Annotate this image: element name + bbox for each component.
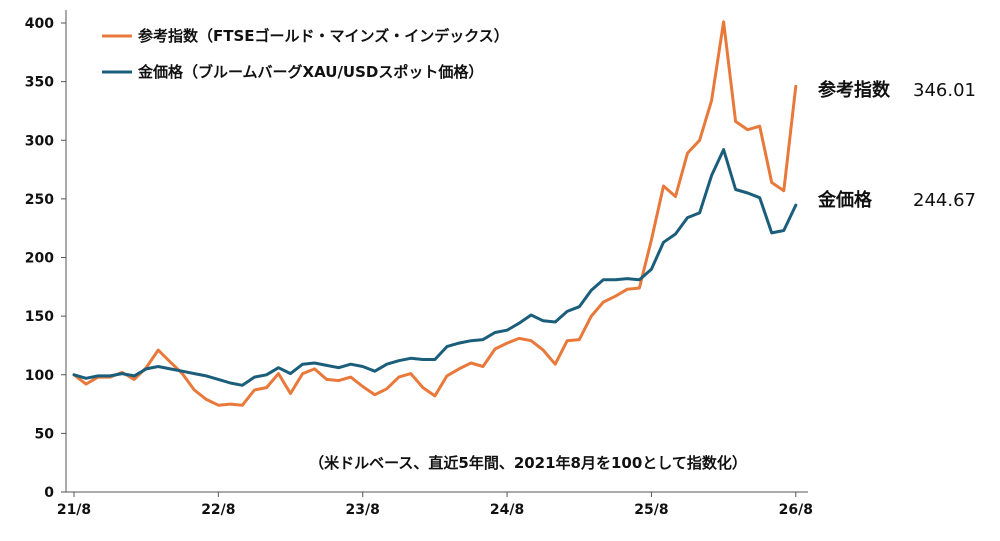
end-labels: 参考指数 346.01 金価格 244.67 <box>817 79 976 211</box>
x-tick-label: 22/8 <box>201 502 235 518</box>
y-tick-label: 400 <box>25 16 54 32</box>
x-tick-label: 24/8 <box>490 502 524 518</box>
y-tick-label: 100 <box>25 368 54 384</box>
series-line-gold-price <box>72 148 798 387</box>
legend-label-reference-index: 参考指数（FTSEゴールド・マインズ・インデックス） <box>138 27 509 45</box>
x-tick-label: 25/8 <box>634 502 668 518</box>
y-tick-label: 300 <box>25 133 54 149</box>
series-line-reference-index <box>72 20 798 407</box>
chart-note: （米ドルベース、直近5年間、2021年8月を100として指数化） <box>309 454 747 472</box>
series-lines <box>72 20 798 407</box>
x-tick-label: 26/8 <box>779 502 813 518</box>
y-tick-label: 50 <box>35 426 55 442</box>
y-tick-label: 250 <box>25 192 54 208</box>
y-tick-label: 150 <box>25 309 54 325</box>
x-tick-label: 21/8 <box>57 502 91 518</box>
legend-label-gold-price: 金価格（ブルームバーグXAU/USDスポット価格） <box>137 63 483 81</box>
y-tick-labels: 0 50 100 150 200 250 300 350 400 <box>25 16 66 501</box>
end-label-reference-index: 参考指数 <box>818 79 891 101</box>
y-tick-label: 0 <box>44 485 54 501</box>
y-tick-label: 350 <box>25 75 54 91</box>
end-value-gold-price: 244.67 <box>913 190 976 211</box>
y-tick-label: 200 <box>25 251 54 267</box>
x-tick-labels: 21/8 22/8 23/8 24/8 25/8 26/8 <box>57 492 813 518</box>
end-label-gold-price: 金価格 <box>817 189 873 211</box>
end-value-reference-index: 346.01 <box>913 80 976 101</box>
legend: 参考指数（FTSEゴールド・マインズ・インデックス） 金価格（ブルームバーグXA… <box>102 27 509 81</box>
plot-area <box>65 10 808 493</box>
x-tick-label: 23/8 <box>346 502 380 518</box>
